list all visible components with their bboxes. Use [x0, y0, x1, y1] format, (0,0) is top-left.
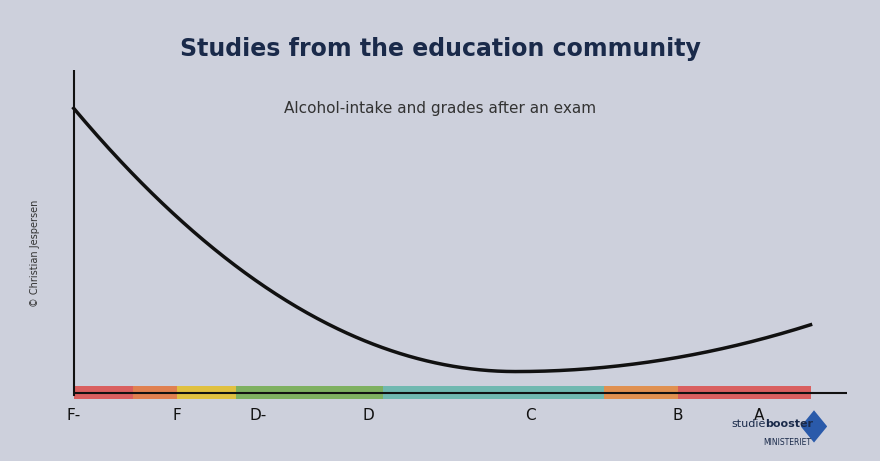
Text: D-: D-	[249, 408, 267, 423]
Polygon shape	[801, 410, 827, 443]
Text: Studies from the education community: Studies from the education community	[180, 37, 700, 61]
FancyBboxPatch shape	[133, 386, 177, 399]
Text: F: F	[172, 408, 181, 423]
FancyBboxPatch shape	[383, 386, 605, 399]
FancyBboxPatch shape	[605, 386, 678, 399]
Text: © Christian Jespersen: © Christian Jespersen	[30, 200, 40, 307]
Text: booster: booster	[766, 419, 814, 429]
FancyBboxPatch shape	[236, 386, 383, 399]
Text: F-: F-	[67, 408, 81, 423]
Text: B: B	[672, 408, 683, 423]
FancyBboxPatch shape	[177, 386, 236, 399]
Text: MINISTERIET: MINISTERIET	[764, 438, 811, 447]
Text: C: C	[525, 408, 536, 423]
Text: studie: studie	[731, 419, 766, 429]
Text: D: D	[363, 408, 374, 423]
FancyBboxPatch shape	[678, 386, 810, 399]
Text: Alcohol-intake and grades after an exam: Alcohol-intake and grades after an exam	[284, 101, 596, 117]
Text: A: A	[754, 408, 764, 423]
FancyBboxPatch shape	[74, 386, 133, 399]
